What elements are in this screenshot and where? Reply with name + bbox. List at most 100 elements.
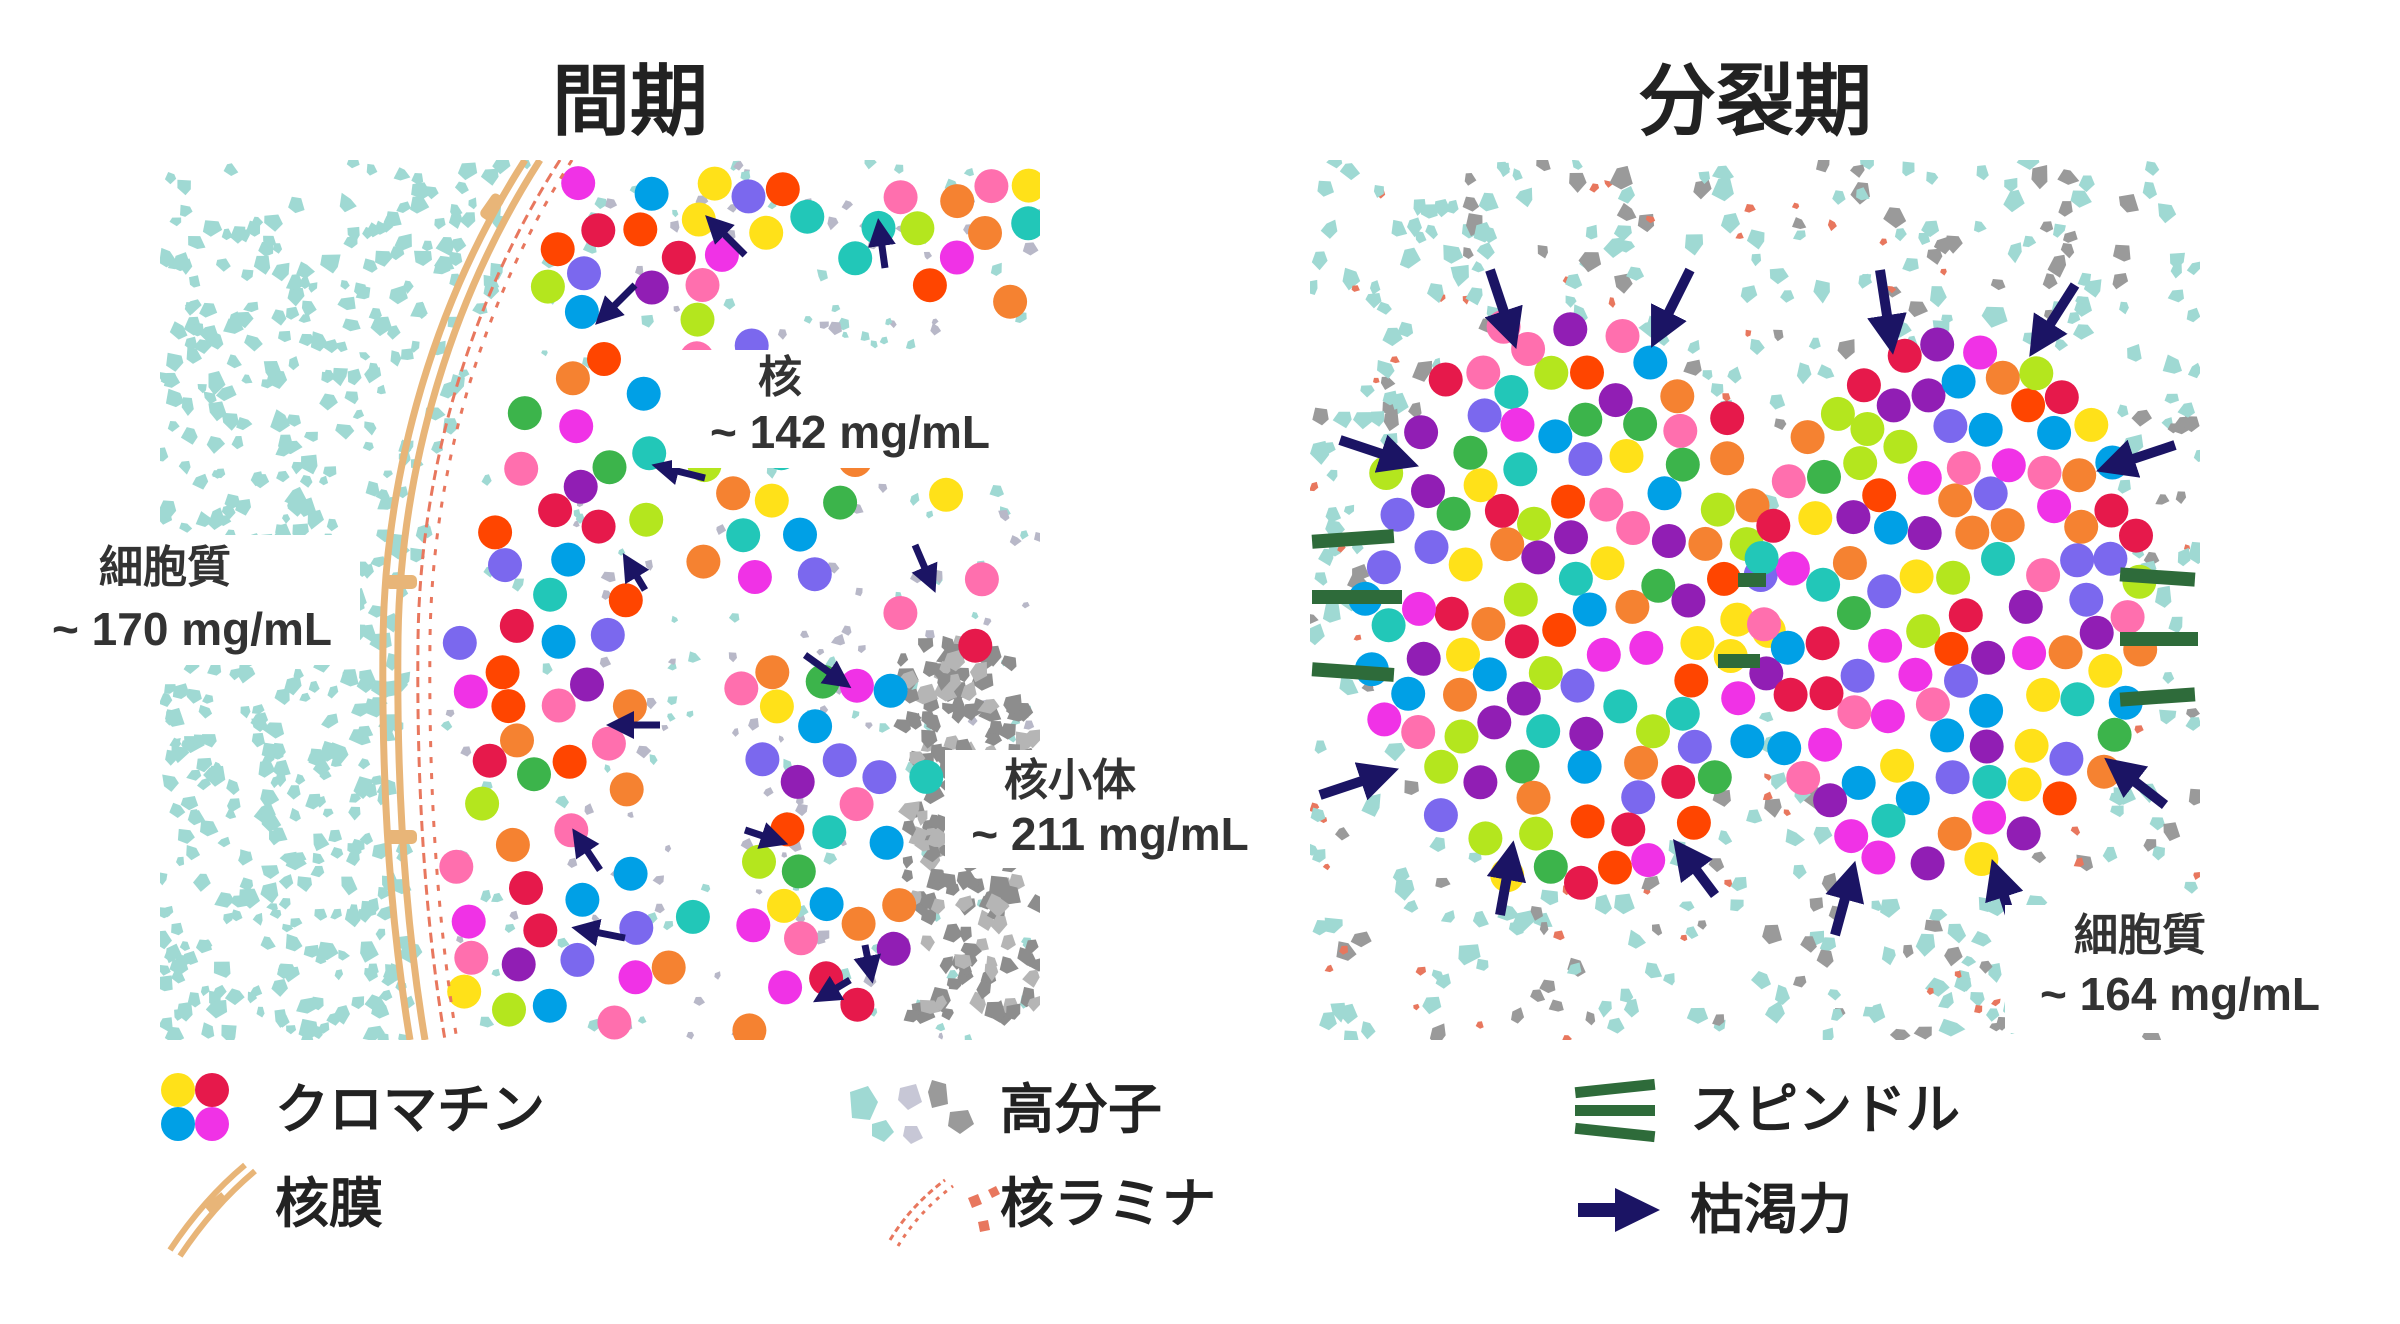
mitotic-macromolecule xyxy=(1837,339,1855,360)
chromatin-particle xyxy=(581,213,616,248)
chromatin-particle xyxy=(2093,541,2128,576)
mitotic-macromolecule xyxy=(1883,207,1907,229)
chromatin-particle xyxy=(1661,764,1696,799)
mitotic-macromolecule xyxy=(2113,244,2131,262)
cytoplasm-macromolecule xyxy=(377,496,395,510)
nucleolus-macromolecule xyxy=(960,942,982,960)
nucleus-macromolecule xyxy=(935,1022,946,1032)
cytoplasm-macromolecule xyxy=(251,732,265,748)
nucleus-macromolecule xyxy=(670,220,680,233)
chromatin-particle xyxy=(1805,626,1840,661)
cytoplasm-macromolecule xyxy=(364,968,378,982)
nucleus-macromolecule xyxy=(646,697,657,710)
interphase-cytoplasm-name: 細胞質 xyxy=(99,542,231,593)
cytoplasm-macromolecule xyxy=(196,939,213,951)
chromatin-particle xyxy=(2044,380,2079,415)
cytoplasm-macromolecule xyxy=(307,509,324,530)
mitotic-macromolecule xyxy=(1326,160,1343,169)
mitotic-macromolecule xyxy=(1471,261,1485,273)
mitotic-macromolecule xyxy=(1926,248,1943,265)
cytoplasm-macromolecule xyxy=(350,838,365,852)
nucleus-macromolecule xyxy=(864,160,877,170)
chromatin-particle xyxy=(1898,657,1933,692)
chromatin-particle xyxy=(1503,582,1538,617)
mitotic-macromolecule xyxy=(2042,273,2058,290)
mitotic-macromolecule xyxy=(1539,979,1556,994)
cytoplasm-macromolecule xyxy=(301,1032,314,1040)
cytoplasm-macromolecule xyxy=(285,933,303,952)
chromatin-particle xyxy=(509,871,543,905)
mitotic-macromolecule xyxy=(1473,222,1494,243)
chromatin-particle xyxy=(1972,800,2007,835)
chromatin-particle xyxy=(1985,360,2020,395)
mitotic-macromolecule xyxy=(1389,356,1400,364)
depletion-arrow xyxy=(2096,439,2177,478)
chromatin-particle xyxy=(1700,492,1735,527)
cytoplasm-macromolecule xyxy=(289,807,301,822)
nucleus-macromolecule xyxy=(781,852,788,858)
mitotic-macromolecule xyxy=(1684,234,1704,256)
cytoplasm-macromolecule xyxy=(206,436,226,454)
chromatin-particle xyxy=(765,172,800,207)
nucleolus-macromolecule xyxy=(984,733,1003,746)
nucleolus-macromolecule xyxy=(1001,655,1017,672)
mitotic-macromolecule xyxy=(1663,973,1675,986)
chromatin-particle xyxy=(1424,749,1459,784)
depletion-arrow xyxy=(622,552,650,592)
cytoplasm-macromolecule xyxy=(186,347,202,364)
nuclear-envelope xyxy=(379,160,543,1040)
mitotic-macromolecule xyxy=(2073,324,2095,340)
mitotic-macromolecule xyxy=(1894,228,1907,242)
chromatin-particle xyxy=(1554,520,1588,555)
mitotic-macromolecule xyxy=(2186,261,2200,276)
cytoplasm-macromolecule xyxy=(457,162,478,181)
mitotic-macromolecule xyxy=(1988,963,2002,983)
depletion-arrow xyxy=(2029,282,2080,357)
mitotic-macromolecule xyxy=(1508,921,1524,936)
nucleolus-macromolecule xyxy=(1003,694,1023,717)
cytoplasm-macromolecule xyxy=(322,339,339,354)
chromatin-particle xyxy=(1710,401,1745,436)
chromatin-particle xyxy=(781,854,816,889)
chromatin-particle xyxy=(1836,596,1871,630)
chromatin-particle xyxy=(1770,630,1805,665)
chromatin-particle xyxy=(1616,511,1651,545)
cytoplasm-macromolecule xyxy=(231,436,244,450)
chromatin-particle xyxy=(1516,780,1551,815)
nucleus-macromolecule xyxy=(855,587,863,597)
cytoplasm-macromolecule xyxy=(490,262,503,280)
chromatin-particle xyxy=(1730,724,1765,759)
nucleolus-macromolecule xyxy=(969,661,988,683)
chromatin-particle xyxy=(567,256,601,291)
mitotic-macromolecule xyxy=(1310,802,1320,813)
nucleus-macromolecule xyxy=(667,696,678,706)
chromatin-particle xyxy=(1463,765,1498,800)
mitotic-macromolecule xyxy=(1332,411,1352,429)
mitotic-macromolecule xyxy=(1335,827,1350,841)
cytoplasm-macromolecule xyxy=(346,160,360,169)
nucleolus-macromolecule xyxy=(1022,969,1040,988)
nucleolus-macromolecule xyxy=(902,855,914,869)
chromatin-particle xyxy=(2037,489,2072,524)
mitotic-macromolecule xyxy=(1954,970,1962,979)
chromatin-particle xyxy=(1720,602,1755,637)
chromatin-particle xyxy=(1615,589,1650,624)
cytoplasm-macromolecule xyxy=(171,969,186,984)
cytoplasm-macromolecule xyxy=(370,316,392,337)
nucleus-macromolecule xyxy=(938,1032,944,1040)
mitotic-macromolecule xyxy=(1832,190,1846,205)
legend: クロマチン 核膜 高分子 核ラミナ スピン xyxy=(161,1073,1960,1258)
cytoplasm-macromolecule xyxy=(239,877,254,892)
nucleolus-macromolecule xyxy=(1026,958,1040,972)
mitotic-macromolecule xyxy=(1476,242,1495,260)
cytoplasm-macromolecule xyxy=(359,352,371,361)
mitotic-macromolecule xyxy=(1616,202,1637,221)
cytoplasm-macromolecule xyxy=(256,1006,265,1018)
mitotic-macromolecule xyxy=(1413,199,1426,216)
cytoplasm-macromolecule xyxy=(272,759,291,777)
cytoplasm-macromolecule xyxy=(293,669,304,681)
nucleus-macromolecule xyxy=(587,1018,600,1032)
cytoplasm-macromolecule xyxy=(278,330,291,343)
chromatin-particle xyxy=(1444,719,1479,754)
chromatin-particle xyxy=(790,199,825,234)
